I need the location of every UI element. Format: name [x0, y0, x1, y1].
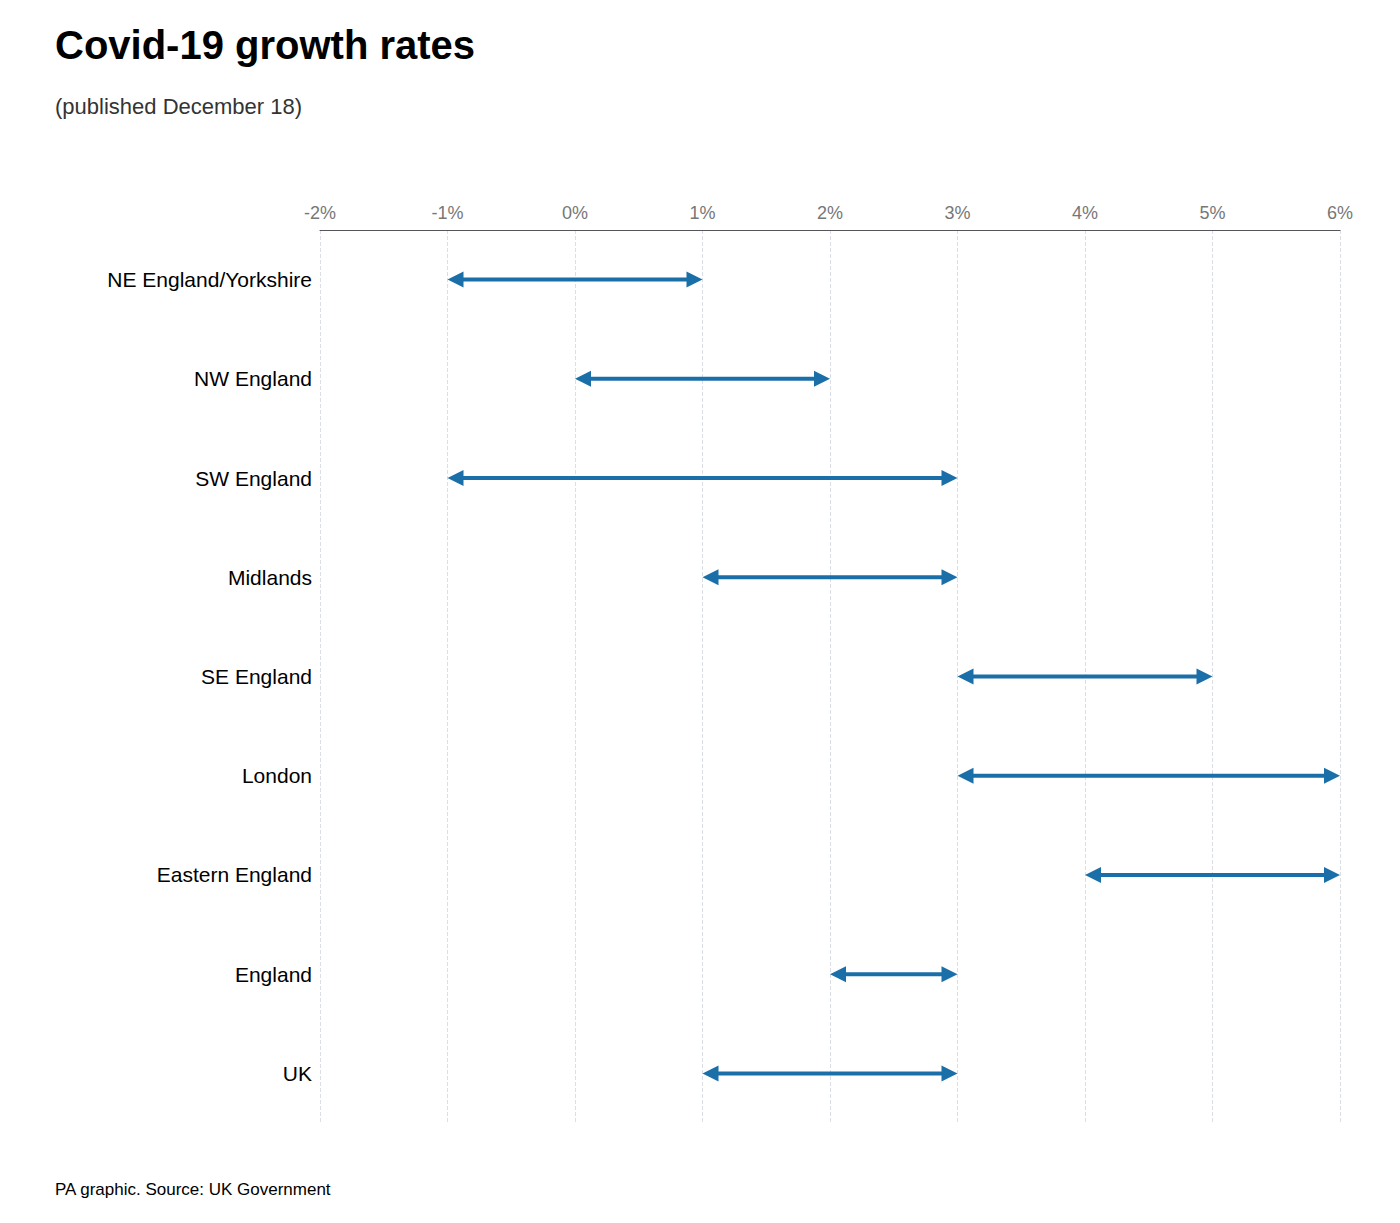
- svg-text:4%: 4%: [1072, 203, 1098, 223]
- svg-text:5%: 5%: [1199, 203, 1225, 223]
- svg-text:London: London: [242, 764, 312, 787]
- svg-text:6%: 6%: [1327, 203, 1353, 223]
- svg-text:SW England: SW England: [195, 467, 312, 490]
- svg-text:0%: 0%: [562, 203, 588, 223]
- svg-text:NE England/Yorkshire: NE England/Yorkshire: [107, 268, 312, 291]
- svg-text:2%: 2%: [817, 203, 843, 223]
- svg-text:(published December 18): (published December 18): [55, 94, 302, 119]
- svg-text:Eastern England: Eastern England: [157, 863, 312, 886]
- svg-text:Covid-19 growth rates: Covid-19 growth rates: [55, 23, 475, 67]
- svg-text:Midlands: Midlands: [228, 566, 312, 589]
- svg-text:England: England: [235, 963, 312, 986]
- svg-text:UK: UK: [283, 1062, 312, 1085]
- svg-text:SE England: SE England: [201, 665, 312, 688]
- svg-text:-2%: -2%: [304, 203, 336, 223]
- svg-text:1%: 1%: [689, 203, 715, 223]
- svg-text:PA graphic. Source: UK Governm: PA graphic. Source: UK Government: [55, 1180, 331, 1199]
- svg-text:3%: 3%: [944, 203, 970, 223]
- svg-text:NW England: NW England: [194, 367, 312, 390]
- svg-text:-1%: -1%: [431, 203, 463, 223]
